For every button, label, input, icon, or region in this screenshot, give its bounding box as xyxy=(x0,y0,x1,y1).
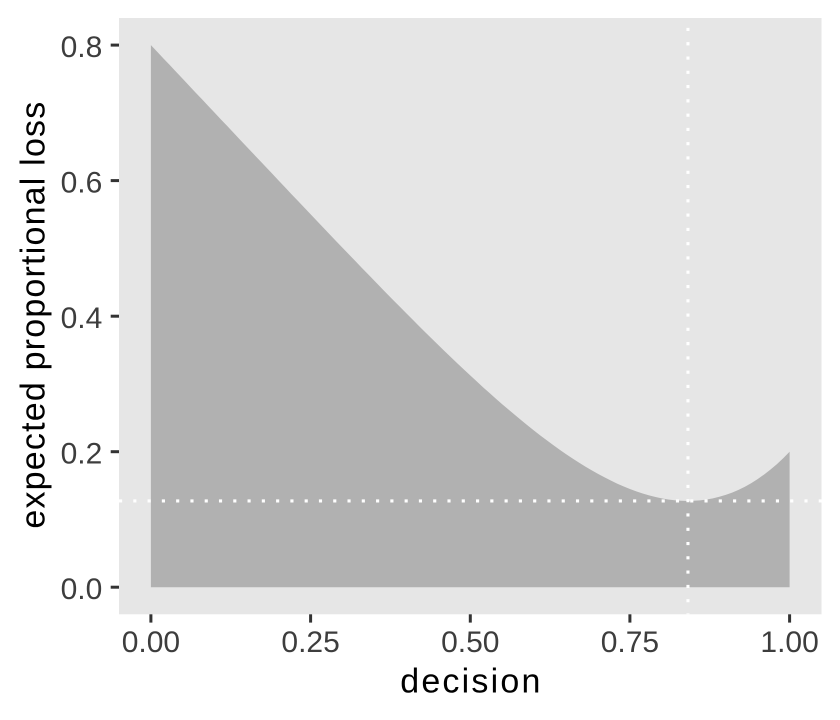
svg-text:0.8: 0.8 xyxy=(61,31,103,64)
svg-text:0.75: 0.75 xyxy=(601,626,659,659)
svg-text:1.00: 1.00 xyxy=(760,626,818,659)
svg-text:0.6: 0.6 xyxy=(61,166,103,199)
svg-text:0.0: 0.0 xyxy=(61,573,103,606)
svg-text:0.25: 0.25 xyxy=(281,626,339,659)
svg-text:0.00: 0.00 xyxy=(122,626,180,659)
svg-text:0.4: 0.4 xyxy=(61,302,103,335)
svg-text:0.2: 0.2 xyxy=(61,438,103,471)
svg-text:0.50: 0.50 xyxy=(441,626,499,659)
svg-text:expected proportional loss: expected proportional loss xyxy=(15,101,53,529)
svg-text:decision: decision xyxy=(400,662,542,700)
